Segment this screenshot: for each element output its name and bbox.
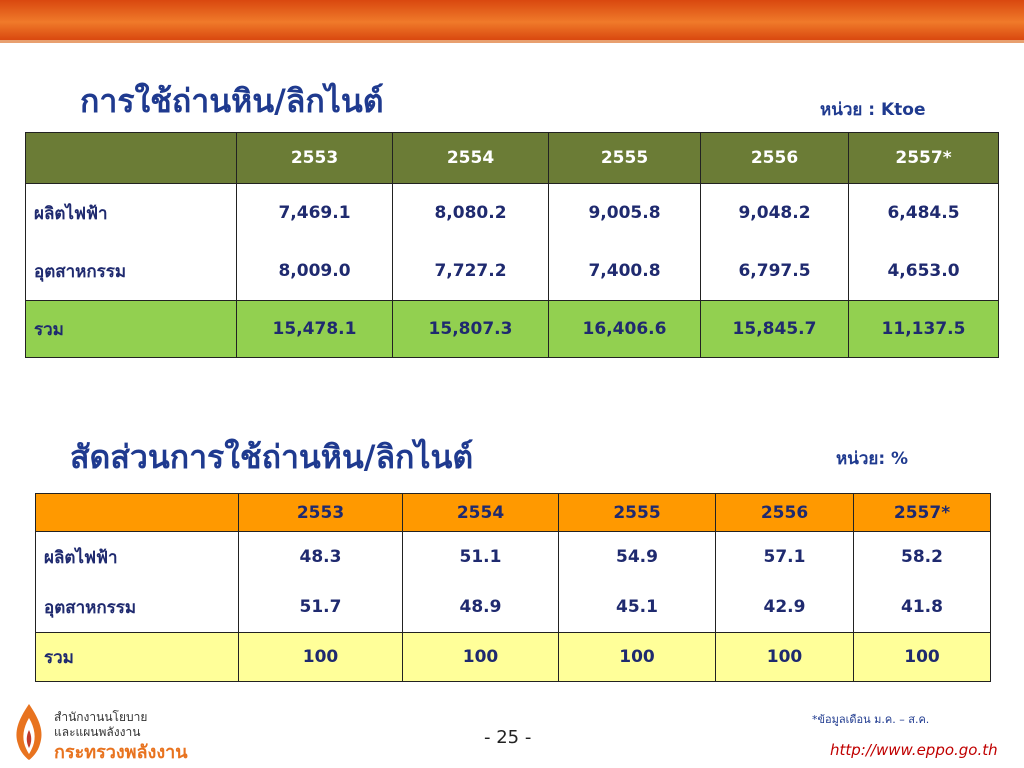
cell: 7,400.8 [548, 242, 701, 301]
cell: ผลิตไฟฟ้า [25, 183, 237, 242]
row: ผลิตไฟฟ้า 48.3 51.1 54.9 57.1 58.2 [35, 531, 991, 582]
cell: 51.1 [402, 531, 559, 582]
cell: 51.7 [238, 582, 403, 633]
header-cell: 2555 [558, 493, 716, 532]
cell: 8,009.0 [236, 242, 393, 301]
table: 2553 2554 2555 2556 2557* ผลิตไฟฟ้า 7,469.1 8,0… [25, 132, 999, 358]
header-cell [25, 132, 237, 184]
body: ผลิตไฟฟ้า 7,469.1 8,080.2 9,005.8 9,048.2 6,4… [25, 183, 999, 301]
total: รวม 100 100 100 100 100 [35, 632, 991, 682]
header-cell: 2556 [700, 132, 849, 184]
cell: 9,005.8 [548, 183, 701, 242]
cell: 11,137.5 [848, 300, 999, 358]
header-row: 2553 2554 2555 2556 2557* [35, 493, 991, 532]
cell: 100 [238, 632, 403, 682]
top-bar [0, 0, 1024, 40]
header-cell: 2557* [853, 493, 991, 532]
cell: 42.9 [715, 582, 854, 633]
url[interactable]: http://www.eppo.go.th [830, 741, 998, 759]
title: การใช้ถ่านหิน/ลิกไนต์ [80, 82, 384, 120]
cell: 48.9 [402, 582, 559, 633]
cell: 41.8 [853, 582, 991, 633]
cell: อุตสาหกรรม [35, 582, 239, 633]
cell: 8,080.2 [392, 183, 549, 242]
note: *ข้อมูลเดือน ม.ค. – ส.ค. [812, 713, 930, 726]
cell: 9,048.2 [700, 183, 849, 242]
cell: 48.3 [238, 531, 403, 582]
cell: 6,484.5 [848, 183, 999, 242]
header-cell: 2555 [548, 132, 701, 184]
org-name: กระทรวงพลังงาน [54, 742, 188, 763]
header-cell: 2553 [238, 493, 403, 532]
title: สัดส่วนการใช้ถ่านหิน/ลิกไนต์ [70, 438, 474, 476]
cell: 45.1 [558, 582, 716, 633]
header: 2553 2554 2555 2556 2557* [35, 493, 991, 532]
total-row: รวม 100 100 100 100 100 [35, 632, 991, 682]
row: อุตสาหกรรม 8,009.0 7,727.2 7,400.8 6,797.5 4,… [25, 242, 999, 301]
total: รวม 15,478.1 15,807.3 16,406.6 15,845.7 11,13… [25, 300, 999, 358]
logo [16, 704, 42, 760]
body: ผลิตไฟฟ้า 48.3 51.1 54.9 57.1 58.2 อุตสาหกรรม 5… [35, 531, 991, 633]
cell: รวม [35, 632, 239, 682]
cell: 4,653.0 [848, 242, 999, 301]
header-cell: 2556 [715, 493, 854, 532]
cell: 6,797.5 [700, 242, 849, 301]
header: 2553 2554 2555 2556 2557* [25, 132, 999, 184]
cell: 16,406.6 [548, 300, 701, 358]
cell: 7,469.1 [236, 183, 393, 242]
header-cell: 2554 [402, 493, 559, 532]
cell: 15,478.1 [236, 300, 393, 358]
cell: 15,807.3 [392, 300, 549, 358]
cell: ผลิตไฟฟ้า [35, 531, 239, 582]
page-number: - 25 - [484, 727, 532, 748]
org-line: และแผนพลังงาน [54, 725, 141, 739]
header-row: 2553 2554 2555 2556 2557* [25, 132, 999, 184]
row: อุตสาหกรรม 51.7 48.9 45.1 42.9 41.8 [35, 582, 991, 633]
cell: 7,727.2 [392, 242, 549, 301]
cell: รวม [25, 300, 237, 358]
cell: 54.9 [558, 531, 716, 582]
header-cell: 2557* [848, 132, 999, 184]
cell: 100 [853, 632, 991, 682]
org-line: สำนักงานนโยบาย [54, 710, 148, 724]
cell: 100 [715, 632, 854, 682]
header-cell: 2554 [392, 132, 549, 184]
cell: 58.2 [853, 531, 991, 582]
cell: 100 [558, 632, 716, 682]
total-row: รวม 15,478.1 15,807.3 16,406.6 15,845.7 11,13… [25, 300, 999, 358]
top-line [0, 40, 1024, 43]
header-cell: 2553 [236, 132, 393, 184]
cell: 100 [402, 632, 559, 682]
unit: หน่วย : Ktoe [820, 100, 926, 120]
table: 2553 2554 2555 2556 2557* ผลิตไฟฟ้า 48.3 51.1 54… [35, 493, 991, 682]
unit: หน่วย: % [836, 449, 909, 469]
cell: อุตสาหกรรม [25, 242, 237, 301]
cell: 15,845.7 [700, 300, 849, 358]
header-cell [35, 493, 239, 532]
row: ผลิตไฟฟ้า 7,469.1 8,080.2 9,005.8 9,048.2 6,4… [25, 183, 999, 242]
cell: 57.1 [715, 531, 854, 582]
